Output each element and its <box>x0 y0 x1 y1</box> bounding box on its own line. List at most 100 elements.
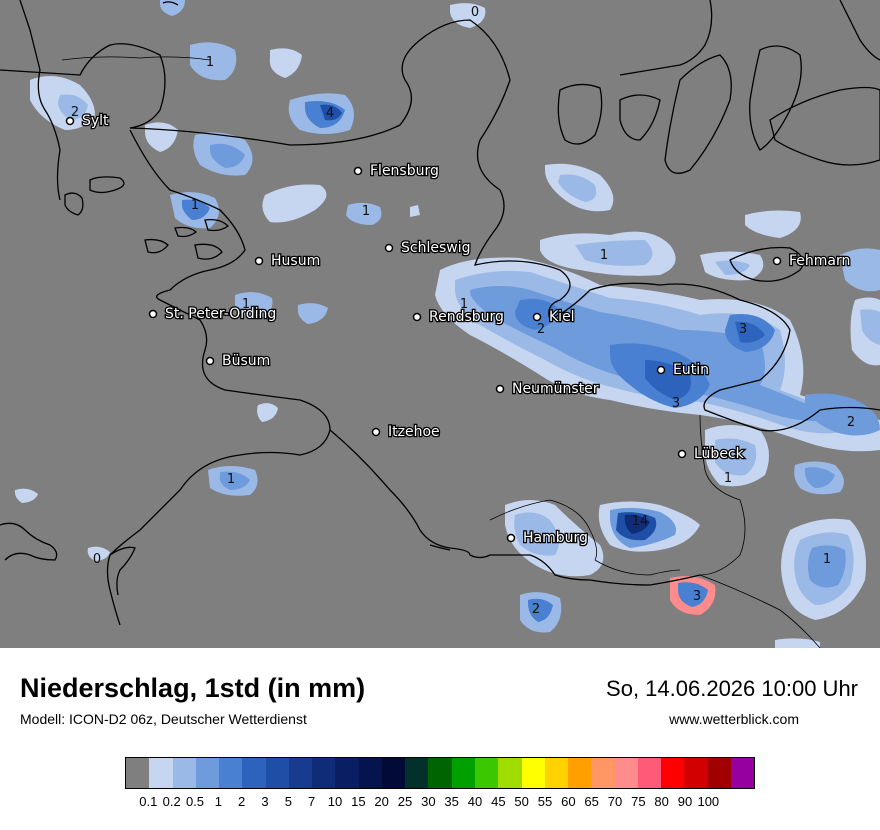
city-label: Schleswig <box>401 240 470 256</box>
city-label: St. Peter-Ording <box>165 306 276 322</box>
precip-value: 0 <box>471 5 479 20</box>
legend-label: 35 <box>444 794 459 809</box>
legend-label: 0.5 <box>185 794 205 809</box>
precip-cells <box>14 0 880 648</box>
legend-label: 90 <box>677 794 693 809</box>
city-marker: Itzehoe <box>371 423 441 441</box>
precip-value: 1 <box>227 472 235 487</box>
city-marker: Neumünster <box>495 380 600 398</box>
precip-value: 3 <box>739 322 747 337</box>
legend-swatch <box>428 758 452 788</box>
precip-value: 4 <box>326 106 334 121</box>
city-label: Lübeck <box>694 446 745 462</box>
city-label: Eutin <box>673 362 709 378</box>
city-label: Kiel <box>549 309 575 325</box>
precip-value: 2 <box>71 105 79 120</box>
city-marker: Sylt <box>65 112 110 130</box>
city-marker: Fehmarn <box>772 252 852 270</box>
legend-swatch <box>614 758 638 788</box>
city-marker: Eutin <box>656 361 710 379</box>
legend-swatch <box>265 758 289 788</box>
legend-labels: 0.1 0.2 0.5 1 2 3 5 7 10 15 20 25 30 35 40 45 50 55 60 65 70… <box>125 794 755 810</box>
city-marker: Büsum <box>205 352 272 370</box>
legend-swatch <box>451 758 475 788</box>
legend-label: 2 <box>238 794 246 809</box>
precip-value: 0 <box>93 552 101 567</box>
precip-value: 2 <box>532 602 540 617</box>
legend-swatch <box>219 758 243 788</box>
precip-value: 14 <box>632 514 649 529</box>
legend-swatch <box>707 758 731 788</box>
legend-label: 1 <box>214 794 222 809</box>
legend-swatch <box>498 758 522 788</box>
legend-label: 70 <box>607 794 623 809</box>
city-label: Büsum <box>222 353 270 369</box>
forecast-datetime: So, 14.06.2026 10:00 Uhr <box>606 676 858 701</box>
legend-label: 7 <box>308 794 316 809</box>
legend-label: 55 <box>537 794 553 809</box>
map-title: Niederschlag, 1std (in mm) <box>20 673 366 703</box>
legend-label: 50 <box>514 794 529 809</box>
legend-swatch <box>521 758 545 788</box>
city-label: Flensburg <box>370 163 439 179</box>
legend-label: 40 <box>467 794 483 809</box>
legend-label: 75 <box>631 794 646 809</box>
legend-swatch <box>684 758 708 788</box>
legend-swatch <box>358 758 382 788</box>
precip-value: 1 <box>191 198 199 213</box>
legend-swatch <box>637 758 662 788</box>
legend-label: 60 <box>561 794 576 809</box>
state-borders <box>61 56 821 648</box>
legend-swatch <box>474 758 499 788</box>
precip-value: 2 <box>537 322 545 337</box>
legend-label: 5 <box>284 794 292 809</box>
legend-label: 30 <box>421 794 436 809</box>
legend-swatch <box>242 758 266 788</box>
color-legend <box>125 757 755 789</box>
city-marker: Rendsburg <box>412 308 505 326</box>
map-canvas: 1 2 4 1 1 1 1 2 1 3 3 2 1 1 14 1 2 3 0 0… <box>0 0 880 648</box>
legend-swatch <box>381 758 406 788</box>
legend-swatch <box>335 758 359 788</box>
precipitation-map: 1 2 4 1 1 1 1 2 1 3 3 2 1 1 14 1 2 3 0 0… <box>0 0 880 648</box>
city-marker: Kiel <box>532 308 576 326</box>
city-marker: Schleswig <box>384 239 472 257</box>
city-label: Sylt <box>82 113 109 129</box>
city-label: Fehmarn <box>789 253 850 269</box>
city-label: Neumünster <box>512 381 599 397</box>
precip-value: 3 <box>693 589 701 604</box>
legend-swatch <box>730 758 755 788</box>
legend-swatch <box>149 758 173 788</box>
city-label: Rendsburg <box>429 309 504 325</box>
precip-value: 1 <box>206 55 214 70</box>
map-footer: Niederschlag, 1std (in mm) Modell: ICON-… <box>0 648 880 830</box>
city-marker: Flensburg <box>353 162 440 180</box>
legend-swatch <box>568 758 592 788</box>
coastlines <box>0 0 880 626</box>
legend-label: 0.2 <box>162 794 181 809</box>
legend-swatch <box>126 758 150 788</box>
website-url[interactable]: www.wetterblick.com <box>669 711 799 727</box>
precip-value: 1 <box>823 552 831 567</box>
legend-swatch <box>544 758 569 788</box>
legend-swatch <box>661 758 685 788</box>
model-source: Modell: ICON-D2 06z, Deutscher Wetterdie… <box>20 711 307 727</box>
city-label: Husum <box>271 253 320 269</box>
legend-label: 25 <box>397 794 413 809</box>
legend-label: 0.1 <box>139 794 158 809</box>
legend-label: 65 <box>584 794 599 809</box>
legend-label: 80 <box>654 794 669 809</box>
legend-swatch <box>288 758 313 788</box>
precip-value: 1 <box>362 204 370 219</box>
legend-swatch <box>172 758 196 788</box>
city-marker: Husum <box>254 252 322 270</box>
legend-swatch <box>312 758 336 788</box>
city-marker: Hamburg <box>506 529 589 547</box>
precip-value: 1 <box>724 471 732 486</box>
legend-label: 45 <box>491 794 506 809</box>
legend-label: 15 <box>351 794 366 809</box>
legend-label: 10 <box>327 794 343 809</box>
precip-value: 3 <box>672 396 680 411</box>
precip-values: 1 2 4 1 1 1 1 2 1 3 3 2 1 1 14 1 2 3 0 0 <box>71 5 855 617</box>
legend-swatch <box>405 758 429 788</box>
